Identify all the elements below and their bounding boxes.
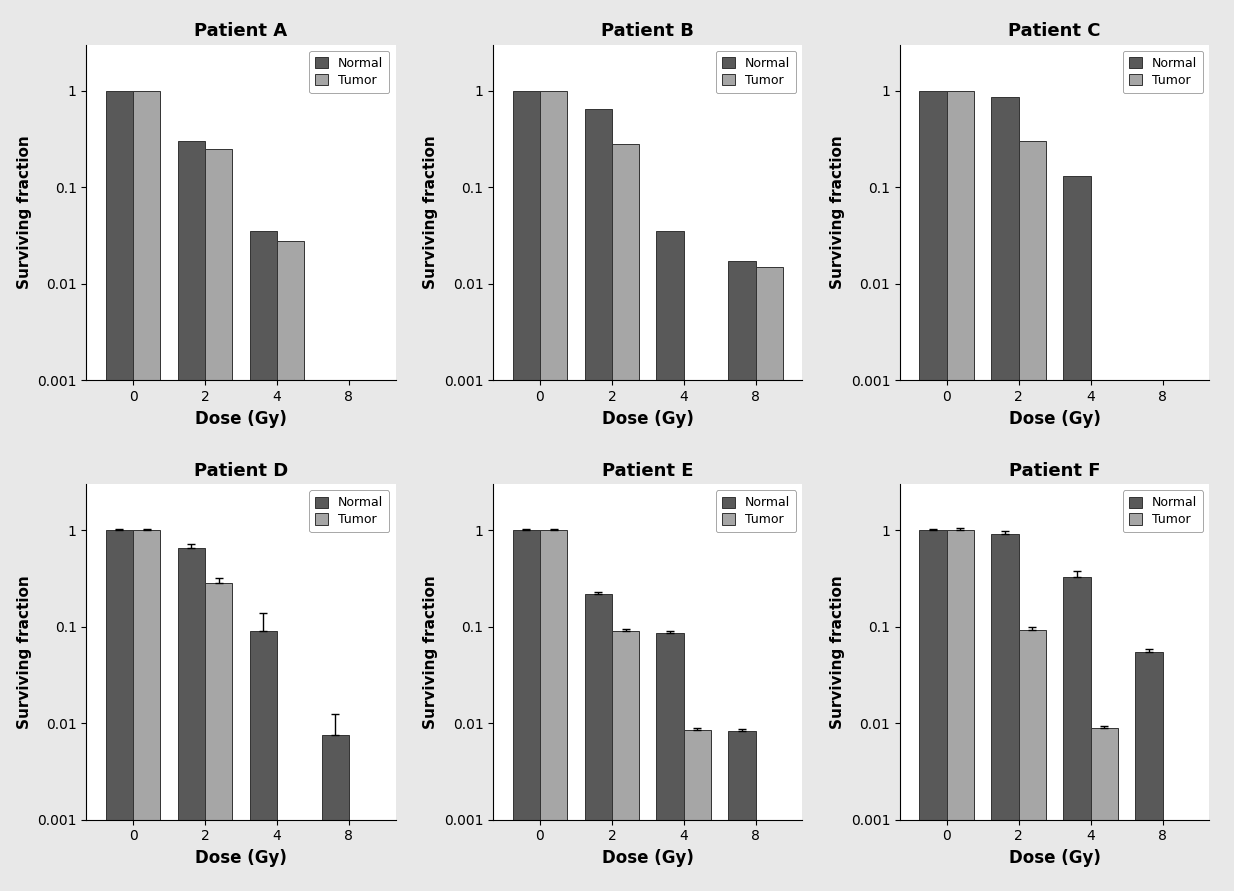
Bar [1019,141,1046,891]
Bar [991,534,1019,891]
Title: Patient B: Patient B [601,22,695,40]
Bar [656,634,684,891]
Bar [1019,630,1046,891]
Bar [585,593,612,891]
Bar [178,548,205,891]
Bar [585,109,612,891]
Bar [322,735,349,891]
Bar [919,530,946,891]
Bar [133,91,160,891]
Bar [755,266,784,891]
Bar [540,91,568,891]
X-axis label: Dose (Gy): Dose (Gy) [602,410,694,428]
Bar [919,91,946,891]
Bar [178,141,205,891]
Bar [1091,728,1118,891]
Bar [512,530,540,891]
Y-axis label: Surviving fraction: Surviving fraction [16,135,32,290]
Bar [512,91,540,891]
Legend: Normal, Tumor: Normal, Tumor [310,490,390,533]
Title: Patient A: Patient A [195,22,288,40]
Bar [612,631,639,891]
Bar [946,530,974,891]
Bar [656,231,684,891]
Bar [684,730,711,891]
Title: Patient E: Patient E [602,462,694,479]
Y-axis label: Surviving fraction: Surviving fraction [830,575,845,729]
Bar [249,631,276,891]
Bar [1064,576,1091,891]
Legend: Normal, Tumor: Normal, Tumor [716,490,796,533]
Bar [249,231,276,891]
Bar [540,530,568,891]
Bar [133,530,160,891]
Legend: Normal, Tumor: Normal, Tumor [310,51,390,93]
Legend: Normal, Tumor: Normal, Tumor [1123,51,1203,93]
Bar [276,241,305,891]
Legend: Normal, Tumor: Normal, Tumor [1123,490,1203,533]
X-axis label: Dose (Gy): Dose (Gy) [1008,849,1101,867]
Title: Patient D: Patient D [194,462,288,479]
X-axis label: Dose (Gy): Dose (Gy) [195,849,288,867]
Bar [946,91,974,891]
Bar [612,144,639,891]
X-axis label: Dose (Gy): Dose (Gy) [1008,410,1101,428]
X-axis label: Dose (Gy): Dose (Gy) [195,410,288,428]
Y-axis label: Surviving fraction: Surviving fraction [423,575,438,729]
Bar [1135,651,1162,891]
Y-axis label: Surviving fraction: Surviving fraction [830,135,845,290]
Title: Patient F: Patient F [1009,462,1101,479]
Bar [106,91,133,891]
Bar [106,530,133,891]
Y-axis label: Surviving fraction: Surviving fraction [423,135,438,290]
Bar [728,261,755,891]
Title: Patient C: Patient C [1008,22,1101,40]
Bar [205,584,232,891]
Bar [728,732,755,891]
Y-axis label: Surviving fraction: Surviving fraction [16,575,32,729]
X-axis label: Dose (Gy): Dose (Gy) [602,849,694,867]
Bar [205,149,232,891]
Legend: Normal, Tumor: Normal, Tumor [716,51,796,93]
Bar [1064,176,1091,891]
Bar [991,97,1019,891]
